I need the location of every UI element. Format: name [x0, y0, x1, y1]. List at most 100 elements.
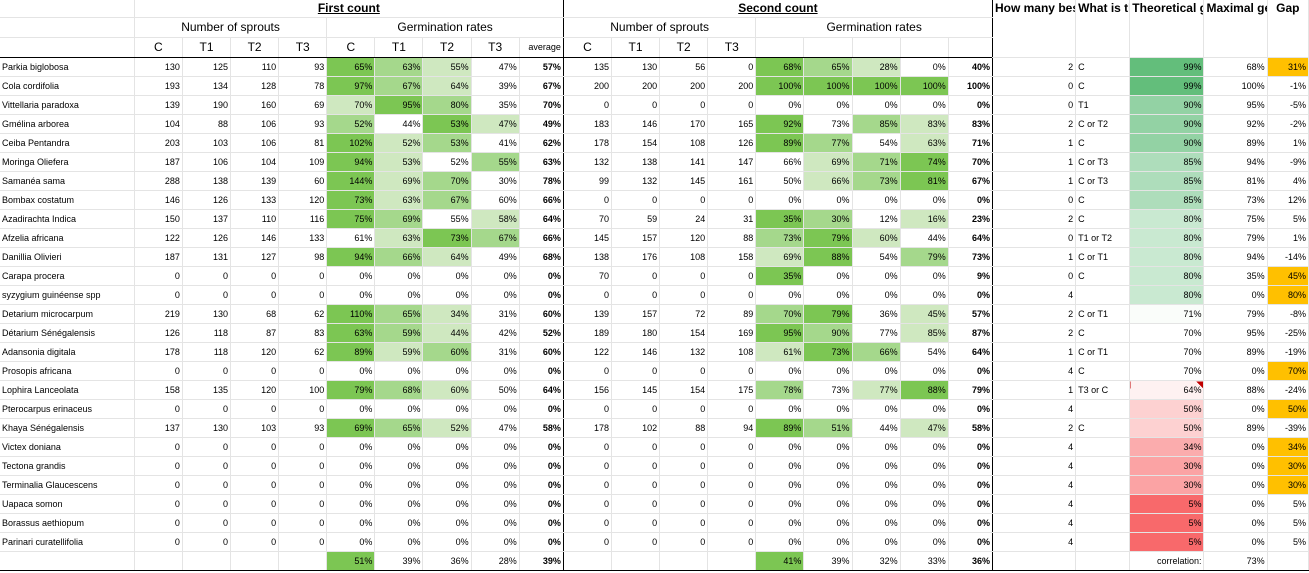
theoretical-rate-cell[interactable]: 71%	[1129, 304, 1205, 324]
germination-second-cell[interactable]: 28%	[852, 57, 901, 77]
sprouts-second-cell[interactable]: 135	[563, 57, 612, 77]
germination-first-cell[interactable]: 41%	[471, 133, 520, 153]
gap-cell[interactable]: -5%	[1267, 95, 1309, 115]
germination-second-cell[interactable]: 30%	[803, 209, 853, 229]
germination-first-cell[interactable]: 0%	[374, 475, 424, 495]
gap-cell[interactable]: -1%	[1267, 76, 1309, 96]
max-rate-cell[interactable]: 79%	[1203, 228, 1268, 248]
max-rate-cell[interactable]: 88%	[1203, 380, 1268, 400]
sprouts-first-cell[interactable]: 103	[182, 133, 232, 153]
species-name[interactable]: syzygium guinéense spp	[0, 285, 135, 305]
germination-first-cell[interactable]: 110%	[326, 304, 376, 324]
theoretical-rate-cell[interactable]: 30%	[1129, 456, 1205, 476]
sprouts-first-cell[interactable]: 0	[278, 494, 328, 514]
best-match-cell[interactable]: 2	[992, 114, 1077, 134]
best-match-cell[interactable]: 0	[992, 76, 1077, 96]
germination-second-cell[interactable]: 0%	[803, 456, 853, 476]
sprouts-first-cell[interactable]: 0	[230, 513, 280, 533]
average-second-cell[interactable]: 79%	[948, 380, 993, 400]
sprouts-first-cell[interactable]: 0	[278, 361, 328, 381]
max-rate-cell[interactable]: 89%	[1203, 418, 1268, 438]
sprouts-second-cell[interactable]: 102	[611, 418, 661, 438]
sprouts-first-cell[interactable]: 126	[182, 228, 232, 248]
sprouts-second-cell[interactable]: 0	[563, 285, 612, 305]
germination-second-cell[interactable]: 0%	[755, 456, 805, 476]
germination-first-cell[interactable]: 102%	[326, 133, 376, 153]
germination-first-cell[interactable]: 0%	[326, 494, 376, 514]
sprouts-first-cell[interactable]: 139	[230, 171, 280, 191]
germination-first-cell[interactable]: 0%	[471, 266, 520, 286]
germination-first-cell[interactable]: 0%	[326, 532, 376, 552]
species-name[interactable]: Victex doniana	[0, 437, 135, 457]
germination-second-cell[interactable]: 0%	[852, 437, 901, 457]
germination-second-cell[interactable]: 85%	[900, 323, 949, 343]
germination-second-cell[interactable]: 0%	[900, 456, 949, 476]
average-second-cell[interactable]: 64%	[948, 342, 993, 362]
sprouts-first-cell[interactable]: 125	[182, 57, 232, 77]
sprouts-first-cell[interactable]: 68	[230, 304, 280, 324]
average-first-cell[interactable]: 64%	[519, 380, 564, 400]
germination-first-cell[interactable]: 39%	[471, 76, 520, 96]
sprouts-first-cell[interactable]: 187	[133, 247, 183, 267]
germination-second-cell[interactable]: 78%	[755, 380, 805, 400]
average-first-cell[interactable]: 60%	[519, 304, 564, 324]
sprouts-first-cell[interactable]: 0	[230, 285, 280, 305]
sprouts-first-cell[interactable]: 190	[182, 95, 232, 115]
germination-second-cell[interactable]: 68%	[755, 57, 805, 77]
average-first-cell[interactable]: 0%	[519, 437, 564, 457]
average-first-cell[interactable]: 66%	[519, 228, 564, 248]
total-avg-2[interactable]: 36%	[948, 551, 993, 571]
average-second-cell[interactable]: 0%	[948, 95, 993, 115]
sprouts-second-cell[interactable]: 0	[707, 456, 757, 476]
germination-first-cell[interactable]: 65%	[374, 304, 424, 324]
germination-second-cell[interactable]: 0%	[900, 494, 949, 514]
sprouts-second-cell[interactable]: 0	[659, 513, 709, 533]
germination-second-cell[interactable]: 0%	[852, 532, 901, 552]
sprouts-second-cell[interactable]: 0	[659, 399, 709, 419]
species-name[interactable]: Tectona grandis	[0, 456, 135, 476]
sprouts-second-cell[interactable]: 200	[659, 76, 709, 96]
germination-first-cell[interactable]: 52%	[422, 152, 472, 172]
germination-first-cell[interactable]: 0%	[326, 456, 376, 476]
germination-second-cell[interactable]: 66%	[755, 152, 805, 172]
germination-first-cell[interactable]: 0%	[326, 361, 376, 381]
sprouts-second-cell[interactable]: 0	[707, 95, 757, 115]
correlation-value[interactable]: 73%	[1203, 551, 1268, 571]
average-first-cell[interactable]: 64%	[519, 209, 564, 229]
average-first-cell[interactable]: 0%	[519, 475, 564, 495]
theoretical-rate-cell[interactable]: 90%	[1129, 133, 1205, 153]
germination-second-cell[interactable]: 66%	[803, 171, 853, 191]
germination-second-cell[interactable]: 100%	[755, 76, 805, 96]
best-match-cell[interactable]: 1	[992, 342, 1077, 362]
sprouts-first-cell[interactable]: 127	[230, 247, 280, 267]
species-name[interactable]: Moringa Oliefera	[0, 152, 135, 172]
sprouts-first-cell[interactable]: 178	[133, 342, 183, 362]
sprouts-second-cell[interactable]: 132	[659, 342, 709, 362]
sprouts-first-cell[interactable]: 0	[133, 475, 183, 495]
gap-cell[interactable]: 12%	[1267, 190, 1309, 210]
sprouts-first-cell[interactable]: 110	[230, 209, 280, 229]
average-second-cell[interactable]: 70%	[948, 152, 993, 172]
best-match-cell[interactable]: 1	[992, 133, 1077, 153]
species-name[interactable]: Prosopis africana	[0, 361, 135, 381]
sprouts-second-cell[interactable]: 145	[611, 380, 661, 400]
sprouts-first-cell[interactable]: 88	[182, 114, 232, 134]
germination-first-cell[interactable]: 79%	[326, 380, 376, 400]
sprouts-second-cell[interactable]: 0	[659, 285, 709, 305]
sprouts-first-cell[interactable]: 109	[278, 152, 328, 172]
theoretical-rate-cell[interactable]: 5%	[1129, 532, 1205, 552]
sprouts-second-cell[interactable]: 0	[707, 285, 757, 305]
sprouts-second-cell[interactable]: 108	[659, 133, 709, 153]
best-treatment-cell[interactable]: C	[1075, 418, 1131, 438]
gap-cell[interactable]: 34%	[1267, 437, 1309, 457]
germination-first-cell[interactable]: 0%	[422, 361, 472, 381]
sprouts-second-cell[interactable]: 0	[611, 190, 661, 210]
sprouts-second-cell[interactable]: 0	[563, 399, 612, 419]
species-name[interactable]: Bombax costatum	[0, 190, 135, 210]
germination-second-cell[interactable]: 0%	[900, 437, 949, 457]
sprouts-second-cell[interactable]: 94	[707, 418, 757, 438]
sprouts-first-cell[interactable]: 0	[182, 437, 232, 457]
germination-first-cell[interactable]: 0%	[422, 532, 472, 552]
germination-second-cell[interactable]: 63%	[900, 133, 949, 153]
germination-first-cell[interactable]: 144%	[326, 171, 376, 191]
